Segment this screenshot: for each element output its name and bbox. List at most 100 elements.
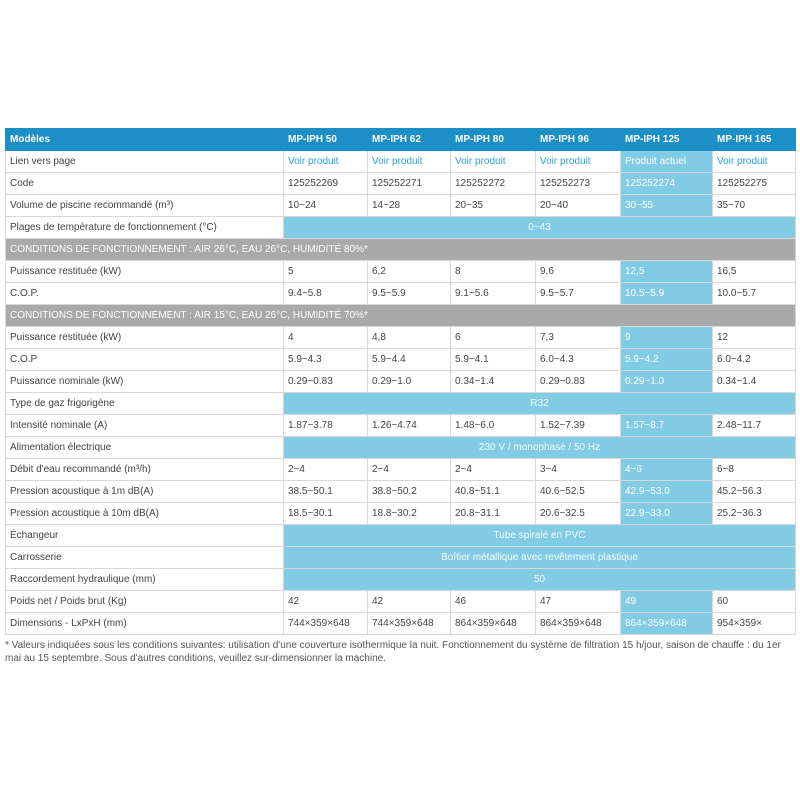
- value-cell: 10~24: [283, 194, 368, 217]
- value-cell: 16,5: [712, 260, 796, 283]
- row-label: Puissance restituée (kW): [5, 260, 284, 283]
- product-link[interactable]: Voir produit: [288, 156, 339, 167]
- value-cell: 25.2~36.3: [712, 502, 796, 525]
- row-label: Puissance restituée (kW): [5, 326, 284, 349]
- value-cell: 18.5~30.1: [283, 502, 368, 525]
- value-cell: 42: [367, 590, 451, 613]
- row-label: Puissance nominale (kW): [5, 370, 284, 393]
- table-row: Poids net / Poids brut (Kg) 42 42 46 47 49 60: [5, 590, 796, 613]
- table-row: Volume de piscine recommandé (m³) 10~24 14…: [5, 194, 796, 217]
- product-link[interactable]: Voir produit: [717, 156, 768, 167]
- row-label: Débit d'eau recommandé (m³/h): [5, 458, 284, 481]
- table-row: Pression acoustique à 1m dB(A) 38.5~50.1 3…: [5, 480, 796, 503]
- value-cell: 60: [712, 590, 796, 613]
- product-link[interactable]: Voir produit: [455, 156, 506, 167]
- table-row: CONDITIONS DE FONCTIONNEMENT : AIR 26°C,…: [5, 238, 796, 261]
- value-cell: 42: [283, 590, 368, 613]
- section-header: CONDITIONS DE FONCTIONNEMENT : AIR 26°C,…: [5, 238, 796, 261]
- table-row: Type de gaz frigorigène R32: [5, 392, 796, 415]
- value-cell: 9.4~5.8: [283, 282, 368, 305]
- value-cell: 35~70: [712, 194, 796, 217]
- table-row: C.O.P 5.9~4.3 5.9~4.4 5.9~4.1 6.0~4.3 5.9~4.2…: [5, 348, 796, 371]
- value-cell: 6.0~4.3: [535, 348, 621, 371]
- row-label: Échangeur: [5, 524, 284, 547]
- table-row: Alimentation électrique 230 V / monophasé…: [5, 436, 796, 459]
- value-cell: 6.0~4.2: [712, 348, 796, 371]
- value-cell: 22.9~33.0: [620, 502, 713, 525]
- value-cell: Voir produit: [367, 150, 451, 173]
- product-link[interactable]: Voir produit: [372, 156, 423, 167]
- product-link[interactable]: Voir produit: [540, 156, 591, 167]
- value-cell: 125252269: [283, 172, 368, 195]
- row-label: Volume de piscine recommandé (m³): [5, 194, 284, 217]
- value-cell: 20.8~31.1: [450, 502, 536, 525]
- value-cell: 20~35: [450, 194, 536, 217]
- row-label: Poids net / Poids brut (Kg): [5, 590, 284, 613]
- value-cell: 864×359×648: [535, 612, 621, 635]
- value-cell: 10.0~5.7: [712, 282, 796, 305]
- table-row: Échangeur Tube spiralé en PVC: [5, 524, 796, 547]
- value-cell: 9: [620, 326, 713, 349]
- table-row: Code 125252269 125252271 125252272 125252273…: [5, 172, 796, 195]
- table-row: Puissance nominale (kW) 0.29~0.83 0.29~1.0…: [5, 370, 796, 393]
- value-cell: 46: [450, 590, 536, 613]
- value-cell: 1.57~8.7: [620, 414, 713, 437]
- value-cell: 12: [712, 326, 796, 349]
- header-cell: Modèles: [5, 128, 284, 151]
- value-cell: 38.5~50.1: [283, 480, 368, 503]
- footnote: * Valeurs indiquées sous les conditions …: [5, 640, 781, 664]
- table-row: Raccordement hydraulique (mm) 50: [5, 568, 796, 591]
- value-cell: 0.34~1.4: [712, 370, 796, 393]
- value-cell: Voir produit: [535, 150, 621, 173]
- value-cell: 744×359×648: [283, 612, 368, 635]
- merged-value: 230 V / monophasé / 50 Hz: [283, 436, 796, 459]
- value-cell: 9,6: [535, 260, 621, 283]
- value-cell: 1.87~3.78: [283, 414, 368, 437]
- value-cell: 9.1~5.6: [450, 282, 536, 305]
- table-row: Plages de température de fonctionnement …: [5, 216, 796, 239]
- spec-table: Modèles MP-IPH 50 MP-IPH 62 MP-IPH 80 MP-IPH…: [5, 128, 796, 635]
- row-label: Lien vers page: [5, 150, 284, 173]
- row-label: Type de gaz frigorigène: [5, 392, 284, 415]
- value-cell: 1.52~7.39: [535, 414, 621, 437]
- value-cell: Voir produit: [712, 150, 796, 173]
- header-cell: MP-IPH 80: [450, 128, 536, 151]
- table-row: C.O.P. 9.4~5.8 9.5~5.9 9.1~5.6 9.5~5.7 10.5~5…: [5, 282, 796, 305]
- value-cell: 744×359×648: [367, 612, 451, 635]
- merged-value: Boîtier métallique avec revêtement plast…: [283, 546, 796, 569]
- value-cell: 4,8: [367, 326, 451, 349]
- value-cell: 12,5: [620, 260, 713, 283]
- value-cell: 4: [283, 326, 368, 349]
- merged-value: Tube spiralé en PVC: [283, 524, 796, 547]
- value-cell: 6~8: [712, 458, 796, 481]
- header-cell: MP-IPH 165: [712, 128, 796, 151]
- value-cell: 6,2: [367, 260, 451, 283]
- value-cell: 0.29~0.83: [283, 370, 368, 393]
- value-cell: 1.26~4.74: [367, 414, 451, 437]
- value-cell: 40.8~51.1: [450, 480, 536, 503]
- merged-value: 0~43: [283, 216, 796, 239]
- value-cell: 5.9~4.1: [450, 348, 536, 371]
- row-label: Intensité nominale (A): [5, 414, 284, 437]
- table-row: Pression acoustique à 10m dB(A) 18.5~30.1…: [5, 502, 796, 525]
- row-label: Pression acoustique à 1m dB(A): [5, 480, 284, 503]
- value-cell: 14~28: [367, 194, 451, 217]
- value-cell: 1.48~6.0: [450, 414, 536, 437]
- table-row: CONDITIONS DE FONCTIONNEMENT : AIR 15°C,…: [5, 304, 796, 327]
- value-cell: 0.29~1.0: [620, 370, 713, 393]
- value-cell: 38.8~50.2: [367, 480, 451, 503]
- value-cell: Produit actuel: [620, 150, 713, 173]
- row-label: Raccordement hydraulique (mm): [5, 568, 284, 591]
- row-label: Dimensions - LxPxH (mm): [5, 612, 284, 635]
- value-cell: 45.2~56.3: [712, 480, 796, 503]
- value-cell: 47: [535, 590, 621, 613]
- value-cell: 954×359×: [712, 612, 796, 635]
- value-cell: 2~4: [367, 458, 451, 481]
- row-label: C.O.P: [5, 348, 284, 371]
- value-cell: 864×359×648: [620, 612, 713, 635]
- table-row: Intensité nominale (A) 1.87~3.78 1.26~4.74…: [5, 414, 796, 437]
- value-cell: 40.6~52.5: [535, 480, 621, 503]
- value-cell: 9.5~5.9: [367, 282, 451, 305]
- value-cell: 3~4: [535, 458, 621, 481]
